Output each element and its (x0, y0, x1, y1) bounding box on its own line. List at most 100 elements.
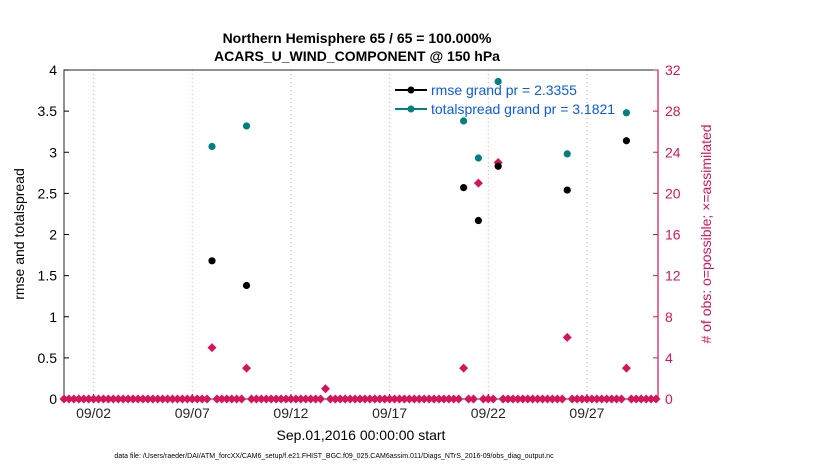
chart-title: Northern Hemisphere 65 / 65 = 100.000% (223, 30, 492, 46)
obs-zero-point (232, 394, 242, 404)
obs-zero-point (612, 394, 622, 404)
obs-zero-point (646, 394, 656, 404)
obs-zero-point (59, 394, 69, 404)
x-tick-label: 09/22 (471, 405, 506, 421)
obs-zero-point (118, 394, 128, 404)
obs-zero-point (335, 394, 345, 404)
obs-zero-point (478, 394, 488, 404)
obs-zero-point (651, 394, 661, 404)
obs-zero-point (434, 394, 444, 404)
obs-zero-point (138, 394, 148, 404)
obs-zero-point (533, 394, 543, 404)
obs-zero-point (631, 394, 641, 404)
obs-zero-point (148, 394, 158, 404)
obs-zero-point (172, 394, 182, 404)
obs-zero-point (508, 394, 518, 404)
rmse-point (474, 216, 483, 225)
obs-zero-point (577, 394, 587, 404)
obs-zero-point (538, 394, 548, 404)
left-y-axis: 0 0.5 1 1.5 2 2.5 3 3.5 4 (38, 62, 69, 407)
obs-zero-point (616, 394, 626, 404)
obs-zero-point (128, 394, 138, 404)
obs-zero-point (222, 394, 232, 404)
left-y-tick-label: 0.5 (38, 350, 58, 366)
grid-lines (93, 70, 588, 399)
obs-zero-point (518, 394, 528, 404)
obs-zero-point (572, 394, 582, 404)
rmse-point (208, 257, 216, 265)
obs-zero-point (192, 394, 202, 404)
obs-zero-point (94, 394, 104, 404)
footer-datafile: data file: /Users/raeder/DAI/ATM_forcXX/… (114, 453, 554, 460)
right-y-tick-label: 32 (665, 62, 681, 78)
x-tick-label: 09/17 (372, 405, 407, 421)
obs-zero-point (439, 394, 449, 404)
x-tick-label: 09/27 (569, 405, 604, 421)
obs-zero-point (380, 394, 390, 404)
obs-zero-point (64, 394, 74, 404)
obs-zero-point (256, 394, 266, 404)
obs-zero-point (607, 394, 617, 404)
left-y-tick-label: 0 (49, 391, 57, 407)
obs-zero-point (592, 394, 602, 404)
obs-zero-point (197, 394, 207, 404)
obs-point (459, 363, 469, 373)
right-y-tick-label: 8 (665, 309, 673, 325)
obs-zero-point (108, 394, 118, 404)
obs-zero-point (355, 394, 365, 404)
x-axis-label: Sep.01,2016 00:00:00 start (277, 427, 446, 443)
obs-zero-point (177, 394, 187, 404)
obs-zero-point (316, 394, 326, 404)
obs-zero-point (385, 394, 395, 404)
obs-zero-point (84, 394, 94, 404)
obs-zero-point (212, 394, 222, 404)
obs-zero-point (227, 394, 237, 404)
obs-zero-point (602, 394, 612, 404)
obs-zero-point (626, 394, 636, 404)
obs-point (207, 343, 217, 353)
obs-zero-point (261, 394, 271, 404)
obs-zero-point (350, 394, 360, 404)
obs-zero-point (444, 394, 454, 404)
plot-frame (63, 69, 659, 400)
obs-zero-point (182, 394, 192, 404)
obs-zero-point (587, 394, 597, 404)
obs-zero-point (399, 394, 409, 404)
rmse-point (622, 137, 631, 145)
obs-zero-point (429, 394, 439, 404)
obs-zero-point (567, 394, 577, 404)
obs-zero-point (291, 394, 301, 404)
left-y-tick-label: 2.5 (38, 185, 58, 201)
obs-zero-point (523, 394, 533, 404)
obs-zero-point (483, 394, 493, 404)
obs-zero-point (113, 394, 123, 404)
rmse-point (460, 184, 468, 192)
obs-point (621, 363, 631, 373)
obs-zero-point (419, 394, 429, 404)
obs-zero-point (251, 394, 261, 404)
obs-zero-point (286, 394, 296, 404)
obs-zero-point (360, 394, 370, 404)
obs-zero-point (163, 394, 173, 404)
right-y-axis: 0 4 8 12 16 20 24 28 32 (653, 62, 681, 407)
obs-point (242, 363, 252, 373)
obs-zero-point (557, 394, 567, 404)
obs-point (562, 332, 572, 342)
obs-zero-point (153, 394, 163, 404)
obs-zero-point (513, 394, 523, 404)
obs-zero-point (202, 394, 212, 404)
obs-zero-point (306, 394, 316, 404)
obs-zero-point (597, 394, 607, 404)
obs-zero-point (414, 394, 424, 404)
x-tick-label: 09/12 (273, 405, 308, 421)
totalspread-point (622, 109, 631, 117)
x-tick-label: 09/02 (76, 405, 111, 421)
chart-subtitle: ACARS_U_WIND_COMPONENT @ 150 hPa (214, 48, 500, 64)
legend: rmse grand pr = 2.3355 totalspread grand… (395, 82, 615, 117)
obs-zero-point (266, 394, 276, 404)
obs-zero-point (488, 394, 498, 404)
right-y-tick-label: 24 (665, 144, 681, 160)
totalspread-point (474, 154, 483, 162)
obs-zero-point (365, 394, 375, 404)
